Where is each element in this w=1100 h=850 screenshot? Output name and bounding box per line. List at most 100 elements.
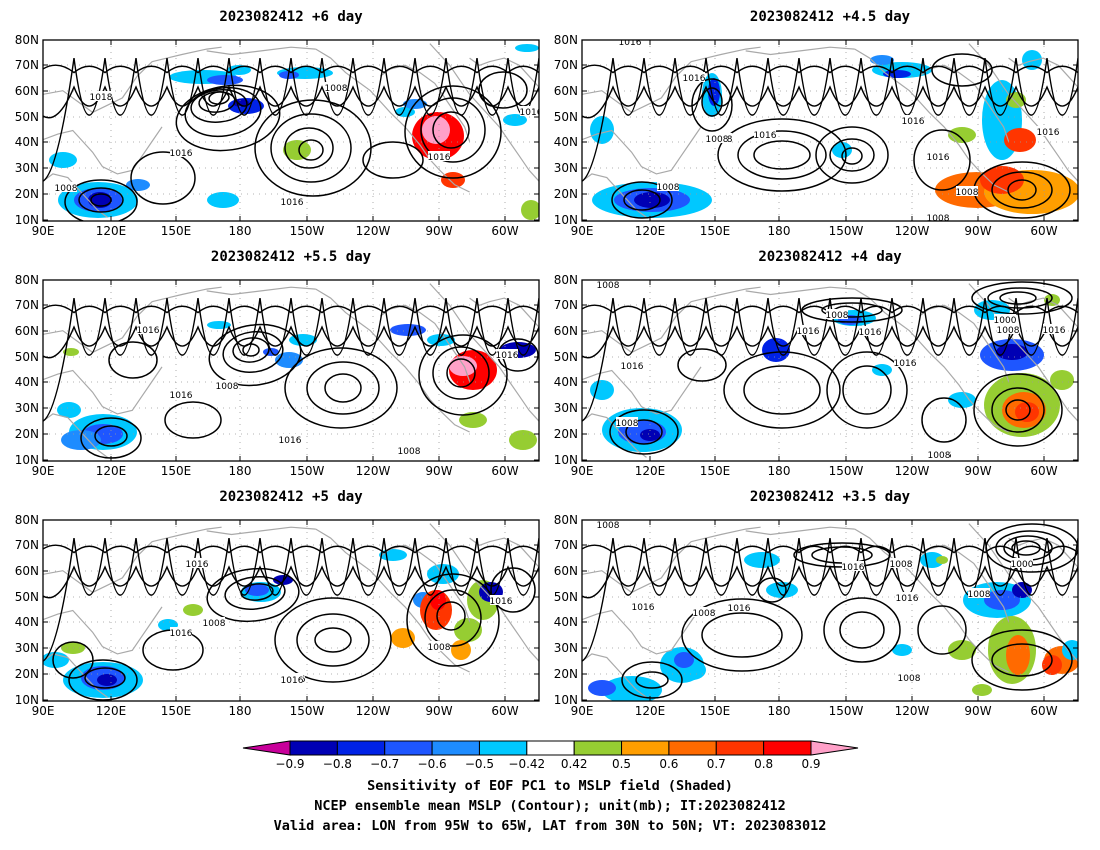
map-frame <box>42 279 540 462</box>
contour-label: 1008 <box>898 674 921 684</box>
mslp-contour <box>43 538 539 662</box>
mslp-contour <box>582 64 1078 74</box>
coastline <box>469 537 539 568</box>
contour-label: 1008 <box>997 326 1020 336</box>
mslp-contour <box>829 138 875 172</box>
mslp-contour <box>681 598 803 672</box>
sensitivity-shading <box>590 380 614 400</box>
lat-tick-label: 70N <box>15 58 39 72</box>
contour-label: 1016 <box>428 153 451 163</box>
caption-line-3: Valid area: LON from 95W to 65W, LAT fro… <box>274 818 827 834</box>
sensitivity-shading <box>708 78 720 106</box>
contour-label-bg <box>281 674 303 684</box>
lat-tick-label: 70N <box>15 538 39 552</box>
lat-tick-label: 10N <box>15 453 39 467</box>
mslp-contour <box>324 373 362 403</box>
contour-label: 1008 <box>657 183 680 193</box>
mslp-contour <box>821 302 883 318</box>
map-content: 1008 1018 1016 1016 1016 1016 1008 <box>43 40 539 221</box>
mslp-contour <box>43 64 539 74</box>
mslp-contour <box>64 179 138 221</box>
lon-tick-label: 60W <box>491 224 518 238</box>
sensitivity-shading <box>449 356 477 376</box>
sensitivity-shading <box>948 640 976 660</box>
mslp-contour <box>418 334 508 416</box>
lon-tick-label: 90W <box>964 224 991 238</box>
sensitivity-shading <box>634 192 670 208</box>
contour-label-bg <box>428 641 450 651</box>
lat-tick-label: 20N <box>554 667 578 681</box>
mslp-contour <box>635 671 669 689</box>
mslp-contour <box>424 589 482 647</box>
contour-label: 1016 <box>902 117 925 127</box>
lat-tick-label: 60N <box>554 564 578 578</box>
sensitivity-shading <box>283 140 311 160</box>
contour-label: 1008 <box>216 382 239 392</box>
lat-tick-label: 60N <box>15 324 39 338</box>
contour-label-bg <box>597 520 619 529</box>
lat-tick-label: 10N <box>554 213 578 227</box>
sensitivity-shading <box>762 338 790 362</box>
sensitivity-shading <box>441 172 465 188</box>
sensitivity-shading <box>245 584 269 596</box>
mslp-contour <box>611 181 673 219</box>
colorbar-swatch <box>621 740 670 756</box>
contour-label-bg <box>927 212 949 221</box>
mslp-contour <box>701 612 783 658</box>
contour-label: 1016 <box>621 362 644 372</box>
contour-label: 1016 <box>896 594 919 604</box>
lon-tick-label: 150E <box>161 224 192 238</box>
lon-tick-label: 90E <box>32 224 55 238</box>
sensitivity-shading <box>422 116 450 144</box>
lon-tick-label: 150E <box>700 704 731 718</box>
lat-tick-label: 20N <box>15 667 39 681</box>
lon-tick-label: 120E <box>635 704 666 718</box>
colorbar-over-triangle <box>810 740 859 756</box>
contour-label-bg <box>683 72 705 82</box>
lat-tick-label: 10N <box>554 693 578 707</box>
mslp-contour <box>284 347 398 429</box>
coastline <box>379 64 471 142</box>
lat-tick-label: 30N <box>554 641 578 655</box>
mslp-contour <box>52 641 94 679</box>
contour-label: 1016 <box>186 560 209 570</box>
contour-label-bg <box>997 324 1019 334</box>
contour-label: 1016 <box>797 327 820 337</box>
mslp-contour <box>190 89 248 123</box>
lon-tick-label: 90E <box>571 224 594 238</box>
mslp-contour <box>432 111 470 149</box>
contour-label: 1008 <box>928 451 951 461</box>
coastline <box>43 173 108 218</box>
mslp-contour <box>973 373 1063 447</box>
lon-tick-label: 120W <box>356 224 391 238</box>
map-frame <box>581 519 1079 702</box>
lon-tick-label: 90E <box>32 464 55 478</box>
mslp-contour <box>306 361 380 415</box>
coastline <box>582 366 702 415</box>
lon-tick-label: 180 <box>768 464 791 478</box>
map-panel-3: 2023082412 +5.5 day101610081016101610081… <box>15 249 540 478</box>
contour-label: 1016 <box>137 326 160 336</box>
contour-label: 1008 <box>428 643 451 653</box>
mslp-contour <box>717 118 847 192</box>
coastline <box>379 304 471 382</box>
coastline <box>429 43 539 182</box>
lat-tick-label: 60N <box>15 84 39 98</box>
lat-tick-label: 40N <box>554 615 578 629</box>
lat-tick-label: 20N <box>15 187 39 201</box>
lon-tick-label: 150E <box>700 464 731 478</box>
mslp-contour <box>691 78 733 132</box>
lat-tick-label: 50N <box>15 350 39 364</box>
lat-tick-label: 80N <box>15 273 39 287</box>
mslp-contour <box>362 141 424 179</box>
lat-tick-label: 30N <box>15 401 39 415</box>
mslp-contour <box>677 348 727 382</box>
sensitivity-shading <box>832 142 852 158</box>
contour-label-bg <box>754 129 776 139</box>
mslp-contour <box>815 126 889 184</box>
contour-label-bg <box>496 349 518 359</box>
lat-tick-label: 10N <box>15 693 39 707</box>
contour-label-bg <box>928 449 950 459</box>
colorbar: −0.9 −0.8 −0.7 −0.6 −0.5 −0.42 0.42 0.5 0.6 0.7 0.… <box>242 740 859 771</box>
contour-label: 1016 <box>842 563 865 573</box>
